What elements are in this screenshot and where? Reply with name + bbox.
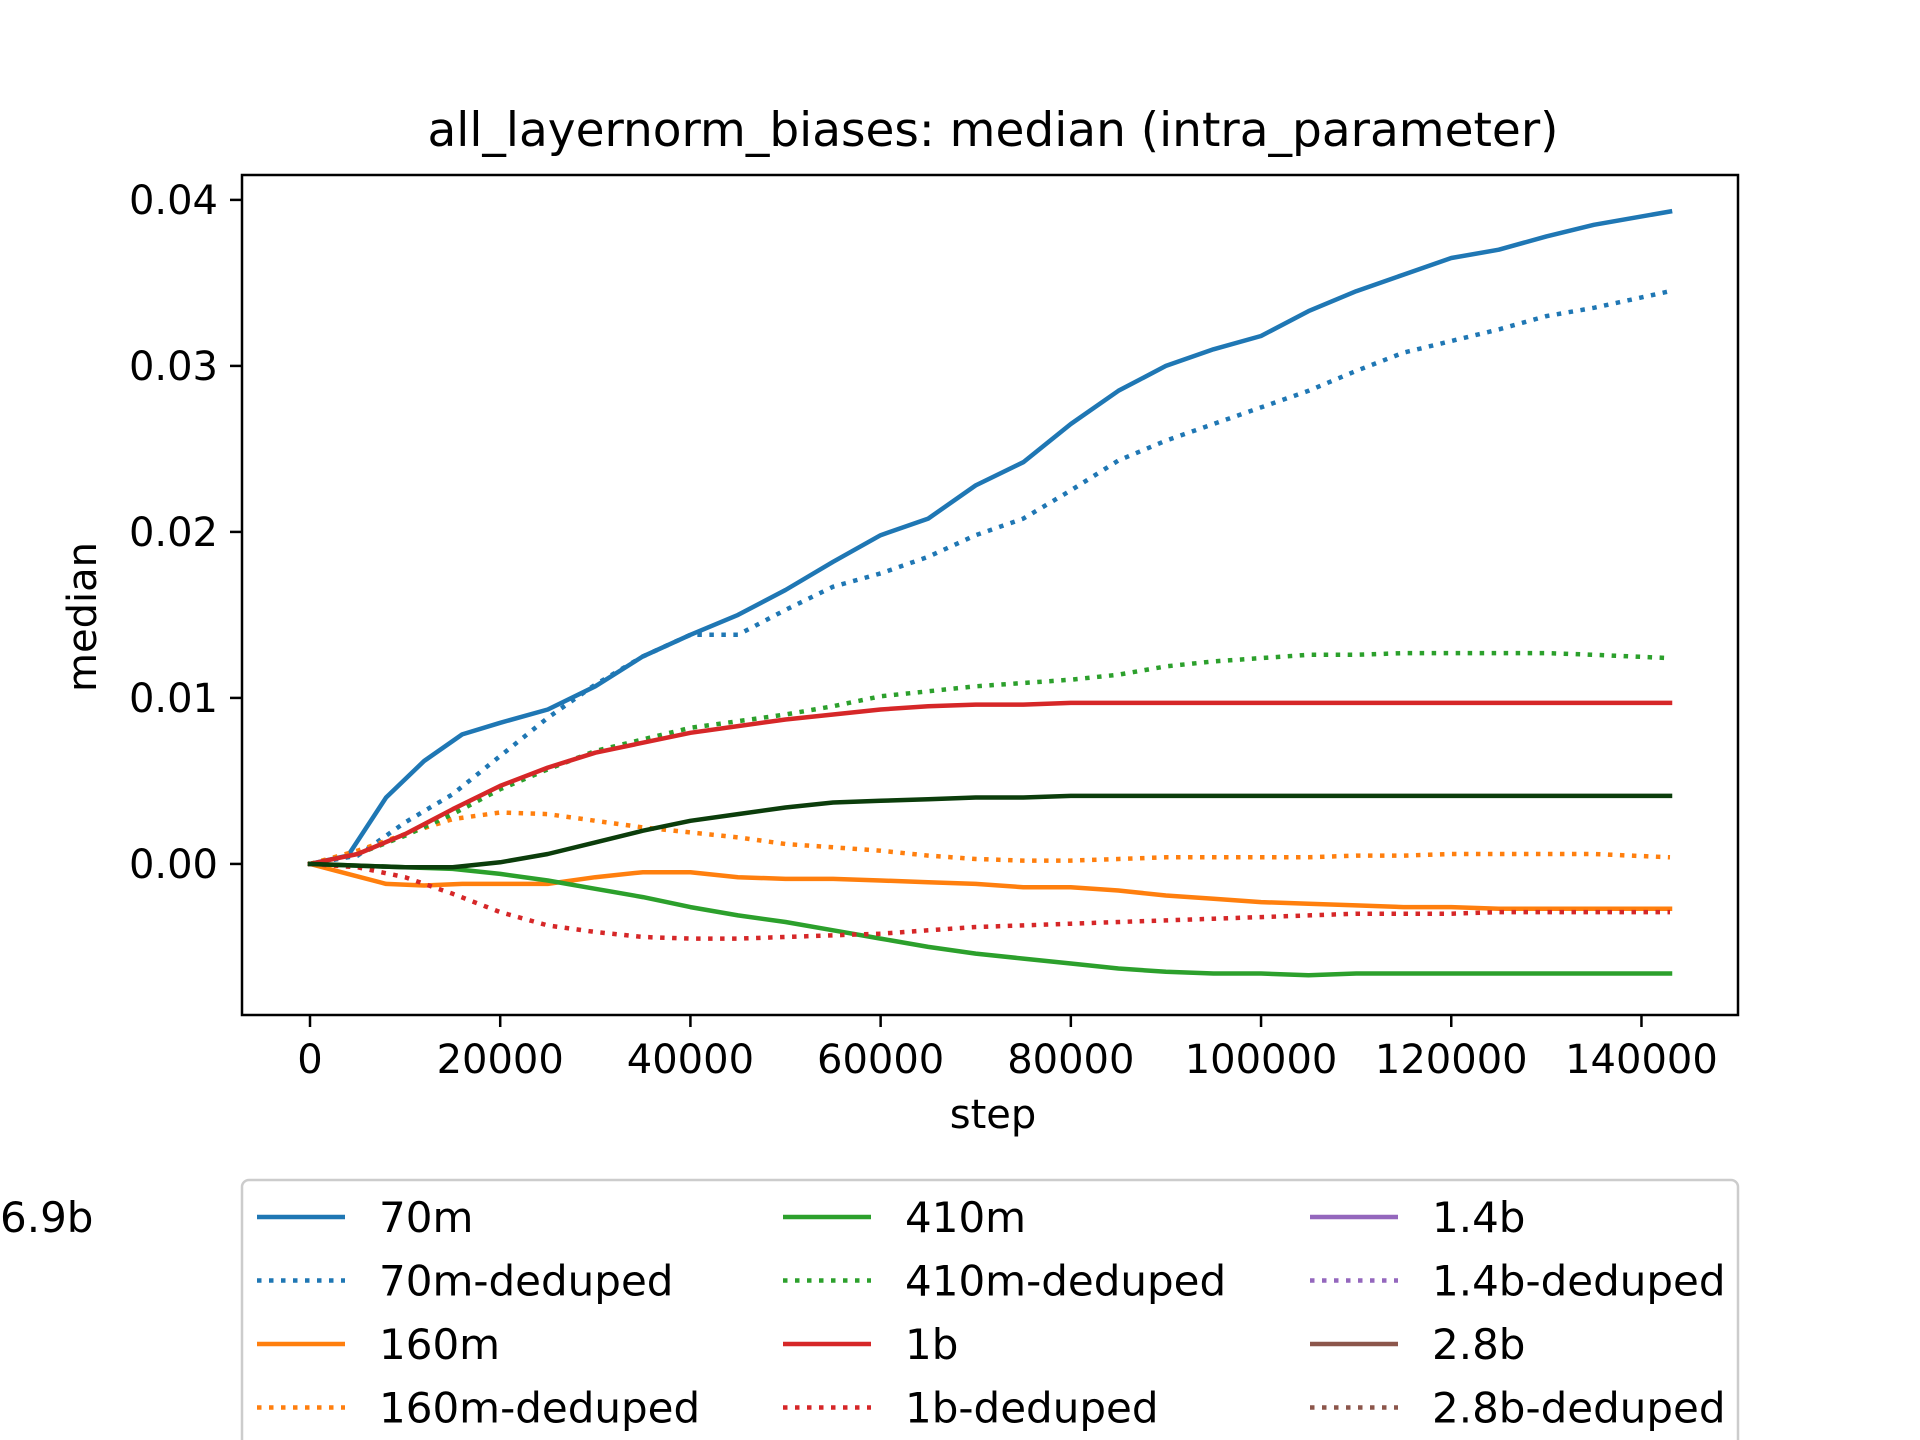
legend: 70m 70m-deduped 160m 160m-deduped 410m 410m-d… [0,1178,1740,1440]
plot-frame [240,173,1740,1017]
legend-label-70m: 70m [379,1193,473,1242]
legend-label-2-8b-deduped: 2.8b-deduped [1432,1384,1726,1433]
legend-label-1-4b: 1.4b [1432,1193,1525,1242]
plot-area: 0 20000 40000 60000 80000 100000 120000 140000 0… [129,173,1740,1083]
x-tick-label: 0 [297,1037,322,1083]
x-tick-label: 80000 [1007,1037,1134,1083]
series-line-160m [307,861,1673,912]
x-tick-label: 140000 [1565,1037,1718,1083]
x-tick-label: 100000 [1185,1037,1338,1083]
legend-label-160m: 160m [379,1320,500,1369]
y-axis-label: median [60,542,106,692]
legend-label-2-8b: 2.8b [1432,1320,1525,1369]
x-tick-label: 20000 [437,1037,564,1083]
legend-label-410m: 410m [905,1193,1026,1242]
series-line-1b [307,700,1673,867]
legend-frame [240,1178,1740,1440]
legend-label-1b: 1b [905,1320,958,1369]
series-line-70m [307,208,1673,867]
y-tick-label: 0.04 [129,178,218,224]
x-tick-label: 120000 [1375,1037,1528,1083]
series-line-6-9b [307,793,1673,870]
series-line-160m-deduped [309,810,1671,867]
series-line-1b-deduped [309,861,1670,941]
legend-label-1-4b-deduped: 1.4b-deduped [1432,1257,1726,1306]
x-tick-label: 60000 [817,1037,944,1083]
series-line-70m-deduped [309,289,1671,867]
legend-label-6-9b: 6.9b [0,1193,93,1242]
series-line-410m [307,861,1673,978]
legend-label-70m-deduped: 70m-deduped [379,1257,673,1306]
x-tick-label: 40000 [627,1037,754,1083]
y-tick-label: 0.01 [129,676,218,722]
x-axis-label: step [950,1092,1037,1138]
y-tick-label: 0.00 [129,842,218,888]
y-tick-label: 0.02 [129,510,218,556]
chart-title: all_layernorm_biases: median (intra_para… [427,103,1558,158]
legend-label-1b-deduped: 1b-deduped [905,1384,1158,1433]
legend-label-160m-deduped: 160m-deduped [379,1384,700,1433]
legend-label-410m-deduped: 410m-deduped [905,1257,1226,1306]
y-tick-label: 0.03 [129,344,218,390]
